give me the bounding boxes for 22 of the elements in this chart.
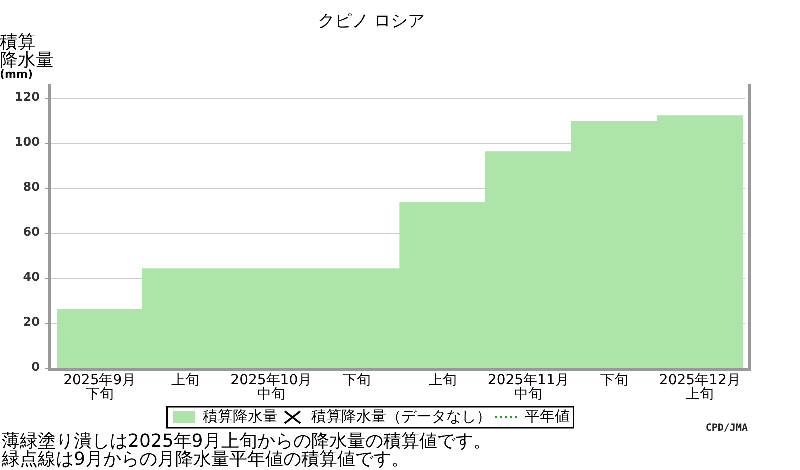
y-tick-label: 0 bbox=[32, 360, 40, 374]
x-tick-label: 2025年10月中旬 bbox=[230, 372, 312, 403]
x-tick-label: 2025年9月下旬 bbox=[64, 372, 136, 403]
y-tick-label: 20 bbox=[23, 315, 40, 330]
x-tick-label: 上旬 bbox=[172, 372, 200, 389]
text: 緑点線は9月からの月降水量平年値の積算値です。 bbox=[1, 449, 410, 470]
y-tick-label: 120 bbox=[14, 90, 40, 104]
x-tick-label: 下旬 bbox=[343, 372, 372, 389]
y-tick-label: 60 bbox=[23, 225, 40, 240]
x-tick-label: 2025年11月中旬 bbox=[488, 372, 570, 403]
legend-label: 平年値 bbox=[524, 407, 570, 426]
text: CPD/JMA bbox=[706, 423, 748, 434]
y-axis-title: 積算降水量(mm) bbox=[0, 32, 54, 81]
y-tick-label: 100 bbox=[14, 135, 40, 150]
x-tick-label: 下旬 bbox=[600, 372, 628, 389]
x-tick-label: 2025年12月上旬 bbox=[659, 372, 741, 403]
legend-label: 積算降水量（データなし） bbox=[311, 407, 492, 426]
x-tick-label: 上旬 bbox=[428, 372, 457, 389]
chart-title: クピノ ロシア bbox=[318, 12, 426, 32]
y-tick-label: 80 bbox=[23, 180, 40, 194]
legend-label: 積算降水量 bbox=[202, 407, 278, 426]
y-tick-label: 40 bbox=[23, 270, 40, 284]
